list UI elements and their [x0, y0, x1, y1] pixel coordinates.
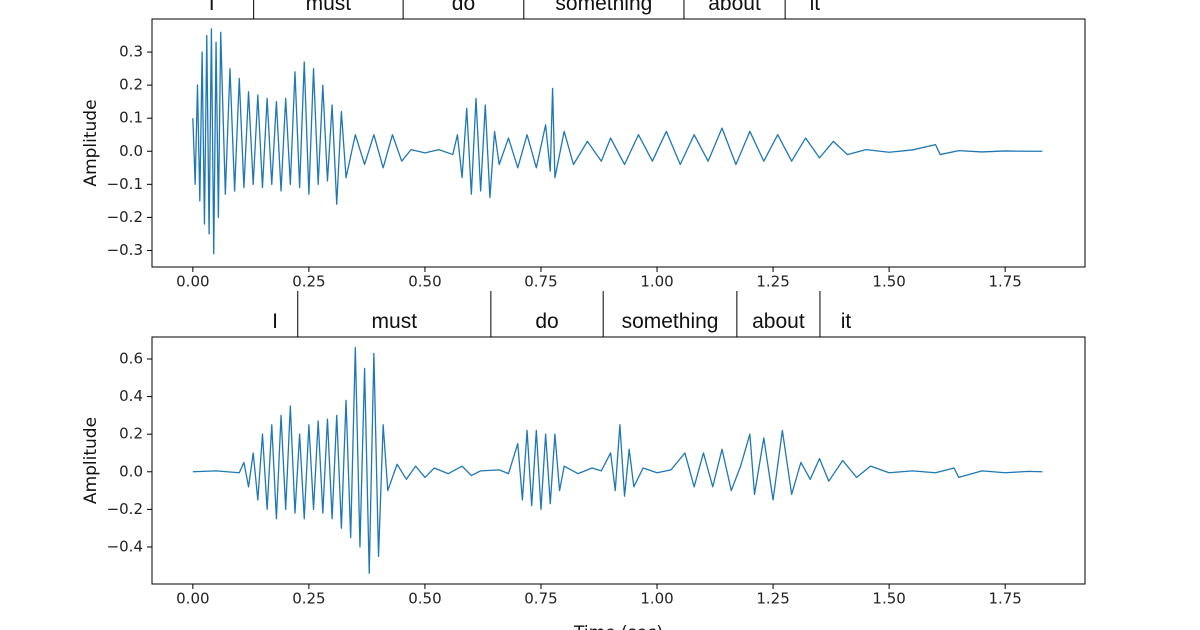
y-tick-label: −0.2	[107, 208, 143, 226]
x-tick-label: 1.50	[872, 273, 905, 291]
y-tick-label: −0.2	[107, 500, 143, 518]
word-label: about	[752, 310, 805, 333]
word-label: do	[452, 0, 475, 15]
word-label: something	[555, 0, 652, 15]
word-label: about	[708, 0, 761, 15]
x-tick-label: 1.25	[756, 590, 789, 608]
y-tick-label: 0.0	[119, 142, 143, 160]
y-tick-label: 0.1	[119, 109, 143, 127]
word-label: it	[841, 310, 852, 333]
y-tick-label: 0.2	[119, 76, 143, 94]
x-tick-label: 0.00	[176, 590, 209, 608]
word-label: must	[372, 310, 418, 333]
word-label: something	[622, 310, 719, 333]
x-tick-label: 0.50	[408, 273, 441, 291]
y-tick-label: 0.3	[119, 43, 143, 61]
x-tick-label: 1.75	[988, 273, 1021, 291]
x-tick-label: 0.25	[292, 273, 325, 291]
x-tick-label: 0.50	[408, 590, 441, 608]
word-label: do	[535, 310, 558, 333]
plot-frame	[151, 18, 1086, 268]
plot-frame	[151, 336, 1086, 585]
y-tick-label: 0.0	[119, 462, 143, 480]
word-label: it	[810, 0, 821, 15]
x-tick-label: 1.00	[640, 273, 673, 291]
x-tick-label: 1.50	[872, 590, 905, 608]
y-tick-label: −0.4	[107, 537, 143, 555]
y-tick-label: 0.4	[119, 387, 143, 405]
y-tick-label: −0.1	[107, 175, 143, 193]
y-axis-label: Amplitude	[81, 417, 101, 504]
x-tick-label: 1.00	[640, 590, 673, 608]
x-tick-label: 0.75	[524, 273, 557, 291]
x-tick-label: 0.25	[292, 590, 325, 608]
word-label: I	[209, 0, 215, 15]
waveform	[192, 28, 1043, 255]
word-label: must	[306, 0, 352, 15]
x-tick-label: 1.25	[756, 273, 789, 291]
y-axis-label: Amplitude	[81, 99, 101, 186]
y-tick-label: 0.6	[119, 349, 143, 367]
x-tick-label: 1.75	[988, 590, 1021, 608]
x-tick-label: 0.00	[176, 273, 209, 291]
waveform	[192, 347, 1043, 574]
x-axis-label: Time (sec)	[573, 623, 663, 630]
x-tick-label: 0.75	[524, 590, 557, 608]
y-tick-label: 0.2	[119, 425, 143, 443]
y-tick-label: −0.3	[107, 241, 143, 259]
word-label: I	[272, 310, 278, 333]
